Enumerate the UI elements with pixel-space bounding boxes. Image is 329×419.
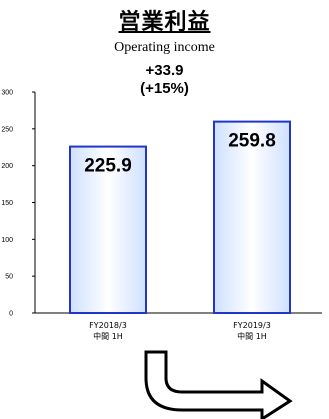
y-tick-label: 300 [1, 90, 13, 97]
x-category-label-line1: FY2018/3 [89, 321, 127, 330]
y-tick-label: 100 [1, 237, 13, 244]
bar [69, 145, 147, 314]
x-category-label-line2: 中間 1H [93, 331, 123, 341]
change-percent: (+15%) [140, 80, 189, 97]
bar-value-label: 225.9 [84, 156, 132, 177]
chart-subtitle: Operating income [114, 40, 215, 55]
curved-arrow-icon [144, 350, 293, 419]
bar [213, 120, 291, 314]
y-tick-label: 250 [1, 126, 13, 133]
chart-title: 営業利益 [118, 10, 211, 35]
change-value: +33.9 [145, 62, 184, 79]
x-category-label-line2: 中間 1H [237, 331, 267, 341]
y-tick-label: 50 [5, 274, 13, 281]
bar-value-label: 259.8 [228, 131, 276, 152]
y-tick-label: 200 [1, 163, 13, 170]
y-tick-label: 150 [1, 200, 13, 207]
y-tick-label: 0 [9, 311, 13, 318]
change-annotation: +33.9 (+15%) [0, 62, 329, 98]
x-category-label-line1: FY2019/3 [233, 321, 271, 330]
